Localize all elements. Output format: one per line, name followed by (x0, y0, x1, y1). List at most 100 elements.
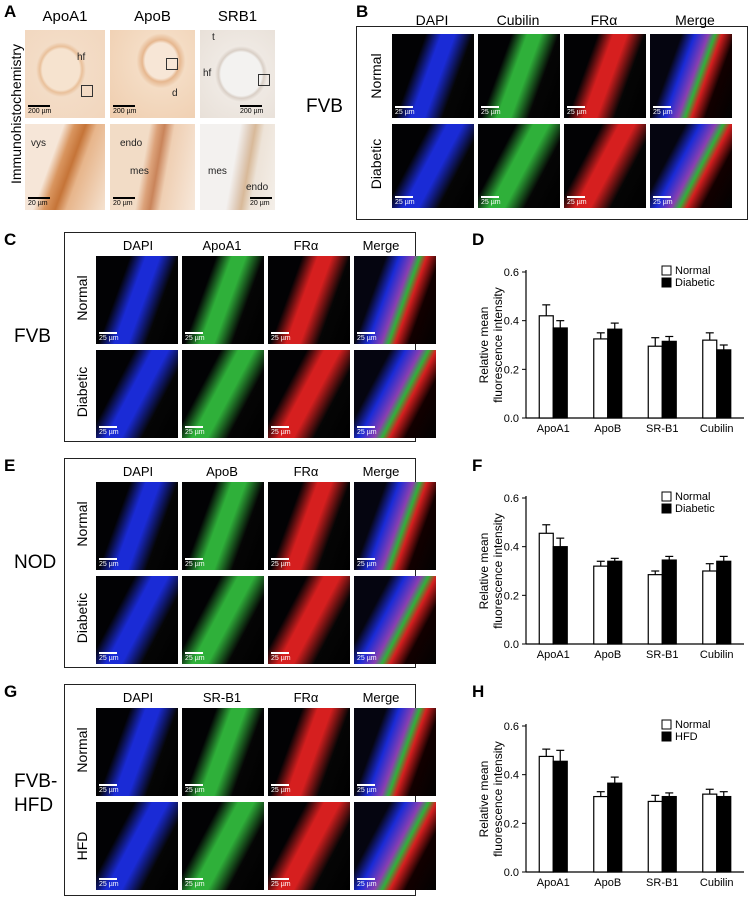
micrograph-normal-dapi: 25 µm (96, 708, 178, 796)
micrograph-hfd-srb1: 25 µm (182, 802, 264, 890)
micrograph-normal-merge: 25 µm (354, 482, 436, 570)
scale-bar-label: 25 µm (185, 878, 205, 888)
panel-label-c: C (4, 230, 17, 249)
row-header-normal: Normal (368, 53, 384, 99)
y-tick-label: 0.4 (504, 542, 519, 554)
scale-bar-label: 25 µm (653, 196, 673, 206)
y-tick-label: 0.2 (504, 590, 519, 602)
x-tick-label: ApoB (594, 877, 621, 889)
ihc-label-vys: vys (31, 138, 46, 149)
y-axis-label: Relative mean (477, 533, 491, 610)
bar-diabetic-apoa1 (552, 327, 568, 419)
col-header-apob: ApoB (206, 464, 238, 479)
ihc-apoa1-low: hf 200 µm (25, 30, 105, 118)
micrograph-normal-fr: 25 µm (268, 256, 350, 344)
bar-chart-h: Relative mean fluorescence intensity 0.0 0.… (477, 719, 744, 889)
ihc-label-t: t (212, 32, 215, 43)
ihc-scale-top: 200 µm (113, 105, 137, 115)
scale-bar-label: 25 µm (395, 106, 415, 116)
strain-label-e: NOD (14, 552, 57, 573)
micrograph-normal-merge: 25 µm (650, 34, 732, 118)
y-tick-label: 0.4 (504, 316, 519, 328)
scale-bar-label: 25 µm (271, 652, 291, 662)
scale-bar-label: 25 µm (271, 558, 291, 568)
micrograph-diabetic-apoa1: 25 µm (182, 350, 264, 438)
bar-normal-cubilin (702, 339, 718, 419)
ihc-label-mes: mes (208, 166, 227, 177)
bar-hfd-apob (607, 782, 623, 873)
micrograph-hfd-dapi: 25 µm (96, 802, 178, 890)
scale-bar-label: 25 µm (185, 652, 205, 662)
ihc-scale-top: 200 µm (240, 105, 264, 115)
col-header-dapi: DAPI (415, 12, 449, 28)
y-tick-label: 0.0 (504, 867, 519, 879)
micrograph-normal-apoa1: 25 µm (182, 256, 264, 344)
scale-bar-label: 25 µm (357, 558, 377, 568)
bar-diabetic-srb1 (661, 340, 677, 419)
legend-label-hfd: HFD (675, 731, 698, 743)
col-header-dapi: DAPI (122, 690, 154, 705)
y-axis-label: Relative mean (477, 307, 491, 384)
bar-diabetic-apob (607, 560, 623, 645)
bar-diabetic-srb1 (661, 559, 677, 645)
micrograph-normal-srb1: 25 µm (182, 708, 264, 796)
ihc-scale-bottom: 20 µm (250, 197, 272, 207)
micrograph-diabetic-dapi: 25 µm (96, 350, 178, 438)
x-tick-label: SR-B1 (646, 877, 678, 889)
panel-label-d: D (472, 230, 485, 249)
scale-bar-label: 25 µm (395, 196, 415, 206)
x-tick-label: Cubilin (700, 423, 734, 435)
row-header-normal: Normal (74, 275, 90, 321)
scale-bar-label: 25 µm (99, 652, 119, 662)
y-axis-label-line2: fluorescence intensity (491, 287, 505, 402)
x-tick-label: ApoB (594, 649, 621, 661)
bar-normal-srb1 (647, 574, 663, 645)
scale-bar-label: 25 µm (185, 558, 205, 568)
bar-normal-cubilin (702, 793, 718, 873)
scale-bar-label: 25 µm (99, 558, 119, 568)
micrograph-diabetic-merge: 25 µm (354, 350, 436, 438)
y-tick-label: 0.6 (504, 721, 519, 733)
ihc-scale-bottom: 20 µm (113, 197, 135, 207)
bar-normal-apob (593, 565, 609, 645)
micrograph-diabetic-merge: 25 µm (354, 576, 436, 664)
micrograph-normal-dapi: 25 µm (392, 34, 474, 118)
micrograph-diabetic-fr: 25 µm (564, 124, 646, 208)
strain-label-g-line1: FVB- (14, 771, 58, 792)
scale-bar-label: 25 µm (185, 426, 205, 436)
bar-normal-apoa1 (538, 755, 554, 873)
panel-b-box (356, 26, 748, 220)
bar-diabetic-cubilin (716, 560, 732, 645)
col-header-dapi: DAPI (122, 464, 154, 479)
ihc-label-endo: endo (246, 182, 269, 193)
bar-normal-srb1 (647, 345, 663, 419)
scale-bar-label: 25 µm (185, 332, 205, 342)
scale-bar-label: 25 µm (99, 784, 119, 794)
ihc-apob-low: d 200 µm (110, 30, 195, 118)
panel-label-e: E (4, 456, 16, 475)
col-header-apoa1: ApoA1 (202, 238, 242, 253)
ihc-col-apoa1: ApoA1 (42, 8, 88, 25)
row-header-diabetic: Diabetic (74, 366, 90, 418)
legend-swatch-diabetic (661, 277, 672, 288)
micrograph-hfd-merge: 25 µm (354, 802, 436, 890)
ihc-label-endo: endo (120, 138, 143, 149)
scale-bar-label: 25 µm (481, 196, 501, 206)
col-header-fra: FRα (590, 12, 618, 28)
bar-normal-apob (593, 338, 609, 419)
scale-bar-label: 25 µm (567, 106, 587, 116)
col-header-cubilin: Cubilin (496, 12, 540, 28)
legend-swatch-normal (661, 265, 672, 276)
micrograph-normal-merge: 25 µm (354, 256, 436, 344)
micrograph-normal-dapi: 25 µm (96, 256, 178, 344)
col-header-fra: FRα (293, 690, 319, 705)
x-tick-label: ApoA1 (537, 877, 570, 889)
micrograph-normal-fr: 25 µm (268, 482, 350, 570)
col-header-merge: Merge (362, 464, 400, 479)
micrograph-normal-cubilin: 25 µm (478, 34, 560, 118)
bar-hfd-srb1 (661, 795, 677, 873)
micrograph-diabetic-apob: 25 µm (182, 576, 264, 664)
strain-label-g: FVB- HFD (14, 770, 57, 818)
row-header-hfd: HFD (74, 831, 90, 861)
micrograph-normal-apob: 25 µm (182, 482, 264, 570)
